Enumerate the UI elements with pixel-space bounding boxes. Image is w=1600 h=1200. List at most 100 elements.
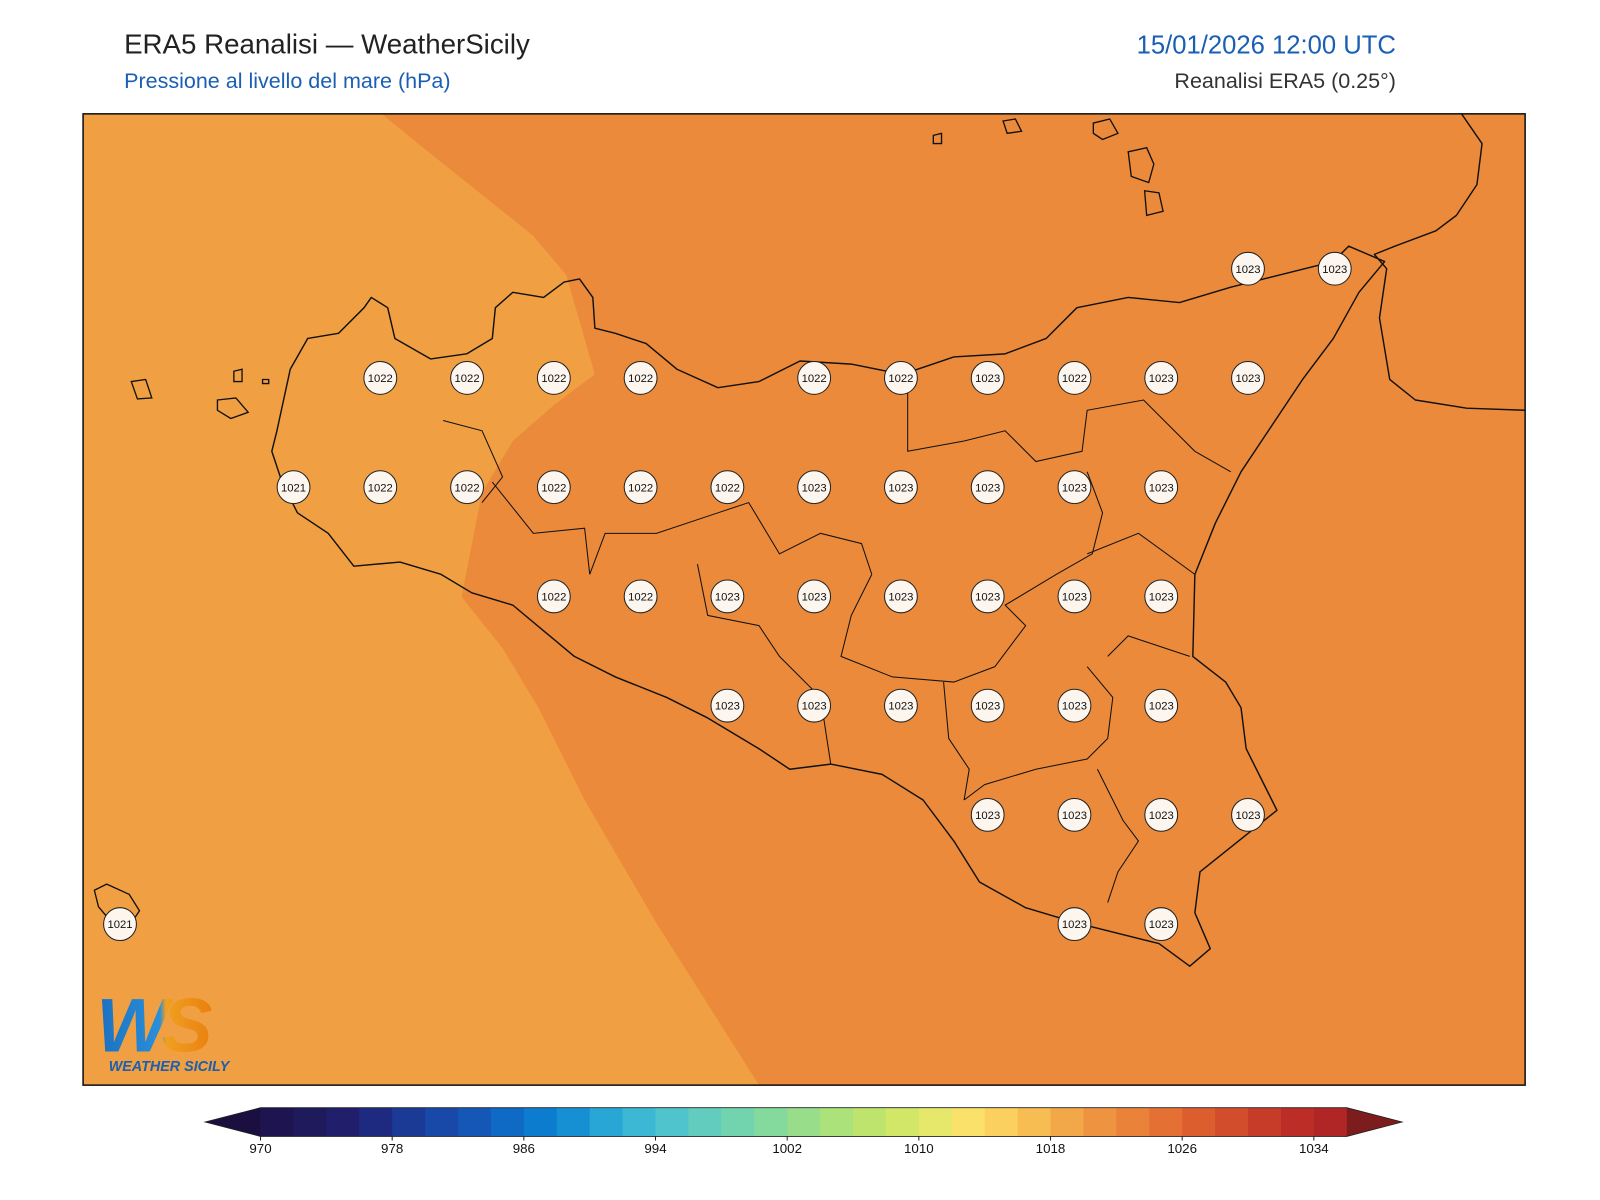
station-value: 1023 [1062,592,1087,604]
station-marker [363,470,398,505]
station-marker [1231,251,1265,286]
station-value: 1023 [802,482,827,494]
station: 1023 [970,361,1005,395]
station-value: 1022 [455,373,480,385]
station-value: 1023 [975,592,1000,604]
station-marker [1231,797,1265,832]
station-value: 1022 [628,373,653,385]
station-value: 1023 [1235,373,1260,385]
colorbar-tick-label: 1034 [1299,1141,1329,1156]
station-value: 1022 [628,482,653,494]
station-value: 1023 [1149,919,1174,931]
colorbar-box [1149,1107,1183,1137]
station-marker [450,361,484,395]
station: 1023 [1144,470,1179,505]
station-value: 1022 [368,482,393,494]
station-value: 1023 [1149,810,1174,822]
colorbar-box [853,1107,887,1137]
colorbar-box [1248,1107,1282,1137]
colorbar-box [918,1107,953,1137]
station-value: 1023 [1062,482,1087,494]
station: 1023 [1144,688,1179,723]
station-marker [536,579,571,614]
station-marker [1144,579,1179,614]
colorbar-extend-high [1346,1107,1403,1137]
station: 1023 [970,579,1005,614]
station: 1023 [884,688,918,723]
station-marker [1144,361,1179,395]
station: 1023 [1231,361,1265,395]
station-marker [1057,361,1092,395]
station-value: 1021 [107,919,132,931]
colorbar-box [359,1107,393,1137]
station-marker [884,470,918,505]
colorbar-box [523,1107,558,1137]
station: 1023 [970,470,1005,505]
colorbar-box [1215,1107,1249,1137]
colorbar-box [326,1107,360,1137]
colorbar-tick-label: 978 [381,1141,403,1156]
station-value: 1023 [975,482,1000,494]
map-area: 1023 1023 1022 1022 1022 1022 1022 1022 1023 1022… [83,113,1526,1086]
station: 1022 [450,361,484,395]
station: 1022 [450,470,484,505]
station-value: 1022 [541,482,566,494]
colorbar-box [754,1107,788,1137]
station: 1022 [1057,361,1092,395]
station-marker [797,470,832,505]
title: ERA5 Reanalisi — WeatherSicily [124,28,530,59]
station-value: 1023 [715,701,740,713]
colorbar-box [293,1107,327,1137]
station-value: 1023 [1149,592,1174,604]
colorbar-box [1083,1107,1117,1137]
station-marker [884,688,918,723]
station: 1023 [1144,361,1179,395]
colorbar-box [1050,1107,1084,1137]
colorbar-tick-label: 1010 [904,1141,934,1156]
station: 1023 [797,470,832,505]
station-marker [1144,688,1179,723]
station: 1023 [884,470,918,505]
station-marker [1057,470,1092,505]
station: 1023 [1057,688,1092,723]
colorbar-box [1116,1107,1150,1137]
colorbar: 970 978 986 994 1002 1010 1018 1026 1034 [203,1107,1404,1156]
station: 1022 [623,470,658,505]
station-value: 1023 [802,592,827,604]
station: 1022 [536,361,571,395]
station: 1023 [1144,579,1179,614]
station: 1023 [1231,251,1265,286]
colorbar-box [622,1107,657,1137]
colorbar-box [951,1107,986,1137]
station-marker [970,797,1005,832]
station-marker [797,361,832,395]
colorbar-tick-label: 994 [644,1141,667,1156]
station-value: 1022 [541,592,566,604]
station-marker [797,579,832,614]
station-value: 1022 [368,373,393,385]
colorbar-box [589,1107,624,1137]
colorbar-box [1017,1107,1052,1137]
station-value: 1022 [455,482,480,494]
colorbar-box [425,1107,459,1137]
station: 1023 [1057,907,1092,942]
station: 1022 [536,579,571,614]
station: 1023 [1057,470,1092,505]
station-value: 1023 [715,592,740,604]
colorbar-box [260,1107,294,1137]
station-value: 1023 [975,810,1000,822]
subtitle: Pressione al livello del mare (hPa) [124,69,450,93]
station-marker [1144,470,1179,505]
station-marker [363,361,398,395]
colorbar-box [820,1107,854,1137]
station: 1023 [970,797,1005,832]
station-value: 1022 [802,373,827,385]
station: 1022 [363,470,398,505]
datetime: 15/01/2026 12:00 UTC [1137,31,1396,59]
colorbar-box [984,1107,1019,1137]
station-value: 1022 [628,592,653,604]
station-marker [536,470,571,505]
station: 1023 [884,579,918,614]
station-marker [970,688,1005,723]
